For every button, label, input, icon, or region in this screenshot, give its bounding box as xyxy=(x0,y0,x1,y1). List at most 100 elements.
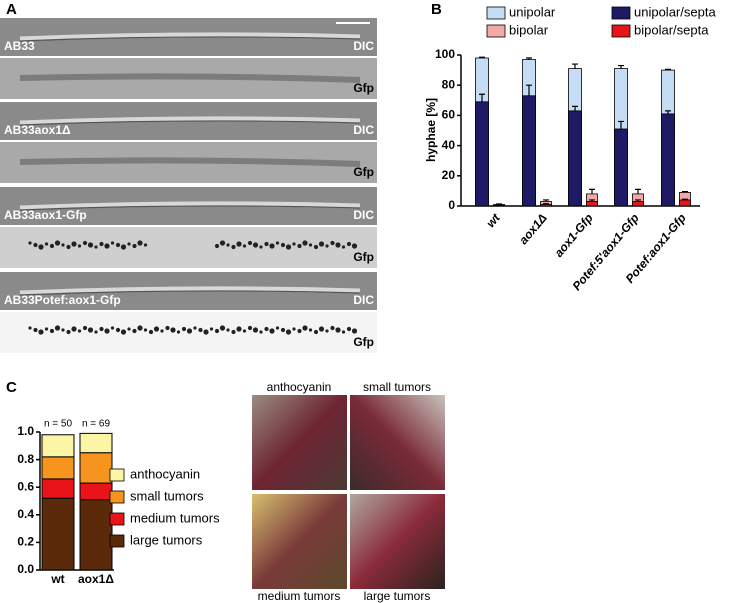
gfp-spot xyxy=(285,244,292,250)
gfp-spot xyxy=(330,240,335,246)
gfp-spot xyxy=(110,241,115,245)
legend-label: unipolar xyxy=(509,4,556,19)
error-bar xyxy=(665,110,671,114)
y-tick-label: 0.2 xyxy=(17,535,34,549)
gfp-spot xyxy=(302,240,308,246)
y-tick-label: 20 xyxy=(442,168,456,182)
y-tick-label: 0.6 xyxy=(17,479,34,493)
tumor-photos: anthocyanin small tumors medium tumors l… xyxy=(252,380,445,603)
channel-label: DIC xyxy=(353,293,374,307)
gfp-spot xyxy=(44,242,49,246)
legend-swatch xyxy=(486,6,506,20)
annotation: n = 69 xyxy=(82,419,111,430)
gfp-spot xyxy=(120,329,127,335)
bar-segment xyxy=(41,478,75,499)
gfp-spot xyxy=(351,328,358,334)
gfp-spot xyxy=(297,243,302,249)
y-tick-label: 0.0 xyxy=(17,562,34,576)
error-bar xyxy=(589,199,595,202)
gfp-spot xyxy=(94,245,98,249)
gfp-spot xyxy=(115,327,121,333)
gfp-spot xyxy=(82,325,88,331)
bar-segment xyxy=(79,452,113,484)
gfp-spot xyxy=(54,325,61,331)
gfp-spot xyxy=(186,328,193,334)
gfp-spot xyxy=(143,243,148,247)
bar xyxy=(679,199,691,207)
gfp-spot xyxy=(269,243,275,249)
error-bar xyxy=(543,203,549,205)
strain-name: AB33 xyxy=(4,39,35,53)
gfp-spot xyxy=(226,328,230,332)
gfp-spot xyxy=(226,243,230,247)
hypha xyxy=(19,32,361,42)
gfp-spot xyxy=(242,244,247,248)
x-tick-label: aox1Δ xyxy=(78,572,114,586)
gfp-spot xyxy=(99,326,104,332)
gfp-spot xyxy=(127,327,131,331)
error-bar xyxy=(589,188,595,194)
gfp-spot xyxy=(137,240,143,246)
channel-label: Gfp xyxy=(353,335,374,349)
legend-swatch xyxy=(109,512,125,526)
gfp-spot xyxy=(61,243,65,247)
hypha xyxy=(19,116,361,126)
legend-label: bipolar/septa xyxy=(634,22,709,37)
gfp-spot xyxy=(292,327,296,331)
gfp-spot xyxy=(325,329,329,333)
gfp-spot xyxy=(302,325,308,331)
gfp-spot xyxy=(120,244,127,250)
strain-name: AB33Potef:aox1-Gfp xyxy=(4,293,121,307)
gfp-spot xyxy=(87,242,94,248)
error-bar xyxy=(479,56,485,59)
gfp-spot xyxy=(66,244,71,250)
gfp-spot xyxy=(275,241,280,245)
bar-segment xyxy=(79,432,113,454)
error-bar xyxy=(572,105,578,111)
gfp-spot xyxy=(115,242,121,248)
photo-label: anthocyanin xyxy=(267,380,332,394)
gfp-spot xyxy=(318,326,325,332)
hypha-edge xyxy=(19,120,361,126)
gfp-spot xyxy=(219,240,226,246)
gfp-spot xyxy=(198,327,203,333)
y-tick-label: 40 xyxy=(442,138,456,152)
gfp-spot xyxy=(297,328,302,334)
gfp-spot xyxy=(292,242,296,246)
legend-label: medium tumors xyxy=(130,510,220,525)
gfp-spot xyxy=(61,328,65,332)
panel-label: C xyxy=(6,379,17,396)
error-bar xyxy=(682,198,688,200)
gfp-spot xyxy=(153,326,160,332)
gfp-spot xyxy=(54,240,61,246)
gfp-spot xyxy=(181,326,187,332)
channel-label: Gfp xyxy=(353,250,374,264)
error-bar xyxy=(543,199,549,202)
strain-name: AB33aox1Δ xyxy=(4,123,71,137)
gfp-spot xyxy=(49,243,55,249)
gfp-spot xyxy=(285,329,292,335)
bar-segment xyxy=(79,482,113,501)
gfp-spot xyxy=(351,243,358,249)
gfp-spot xyxy=(335,242,341,248)
gfp-spot xyxy=(209,327,214,331)
gfp-spot xyxy=(87,327,94,333)
panel-label: B xyxy=(431,1,442,18)
gfp-spot xyxy=(346,326,352,332)
gfp-spot xyxy=(280,242,286,248)
gfp-spot xyxy=(346,241,352,247)
legend-label: anthocyanin xyxy=(130,466,200,481)
y-tick-label: 1.0 xyxy=(17,424,34,438)
error-bar xyxy=(635,199,641,202)
y-tick-label: 0.8 xyxy=(17,452,34,466)
gfp-spot xyxy=(193,326,197,330)
photo xyxy=(350,395,445,490)
channel-label: DIC xyxy=(353,123,374,137)
gfp-spot xyxy=(341,245,346,249)
gfp-spot xyxy=(44,327,49,331)
legend-swatch xyxy=(486,24,506,38)
channel-label: Gfp xyxy=(353,165,374,179)
gfp-spot xyxy=(33,327,38,333)
bar xyxy=(632,201,644,207)
gfp-spot xyxy=(66,329,71,335)
